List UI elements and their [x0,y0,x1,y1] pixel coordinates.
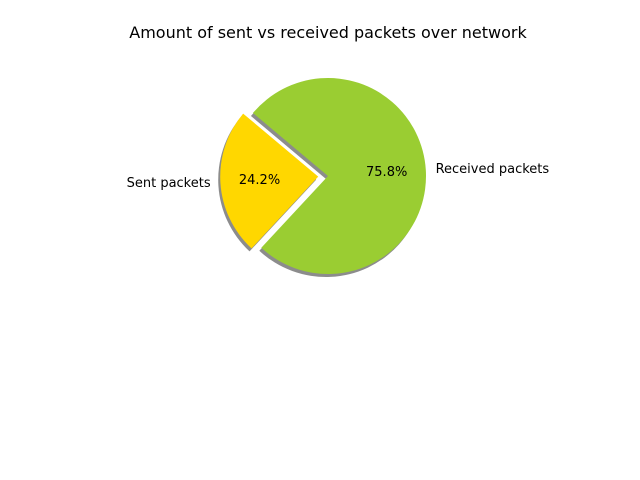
pie-labels: 24.2% Sent packets 75.8% Received packets [127,162,550,191]
percent-label-received-packets: 75.8% [366,165,407,180]
pie-slices [220,77,426,274]
percent-label-sent-packets: 24.2% [239,173,280,188]
slice-sent-packets [220,113,319,249]
slice-label-sent-packets: Sent packets [127,176,211,191]
slice-received-packets [252,77,426,274]
slice-label-received-packets: Received packets [436,162,550,177]
chart-title: Amount of sent vs received packets over … [129,23,527,42]
